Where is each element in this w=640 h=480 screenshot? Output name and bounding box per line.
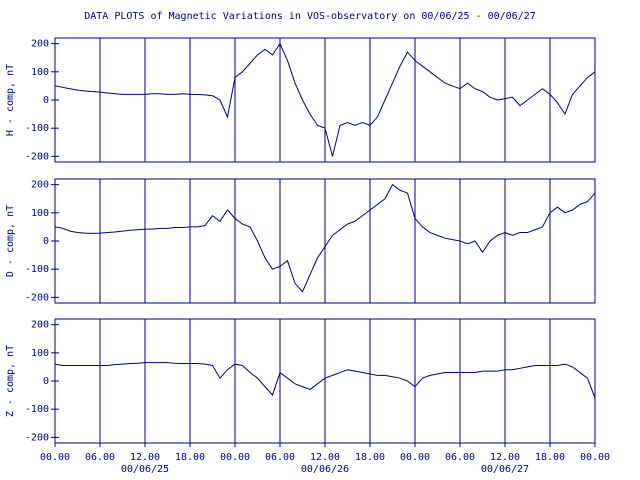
x-tick-label: 12.00	[490, 452, 520, 463]
y-tick-label: -100	[25, 264, 49, 275]
x-tick-label: 00.00	[40, 452, 70, 463]
y-axis-label: H - comp, nT	[5, 64, 16, 136]
x-tick-label: 06.00	[265, 452, 295, 463]
data-line	[54, 362, 596, 399]
date-label: 00/06/27	[481, 464, 529, 475]
x-tick-label: 12.00	[310, 452, 340, 463]
x-tick-label: 06.00	[85, 452, 115, 463]
data-line	[54, 42, 596, 157]
x-tick-label: 18.00	[535, 452, 565, 463]
y-tick-label: -200	[25, 292, 49, 303]
y-tick-label: 100	[31, 67, 49, 78]
y-tick-label: -200	[25, 432, 49, 443]
y-tick-label: -100	[25, 123, 49, 134]
data-line	[54, 183, 596, 293]
chart-title: DATA PLOTS of Magnetic Variations in VOS…	[84, 11, 536, 22]
y-tick-label: 0	[43, 95, 49, 106]
y-tick-label: -200	[25, 151, 49, 162]
y-axis-label: Z - comp, nT	[5, 345, 16, 417]
x-tick-label: 18.00	[355, 452, 385, 463]
y-tick-label: 200	[31, 39, 49, 50]
y-tick-label: 100	[31, 348, 49, 359]
date-label: 00/06/26	[301, 464, 349, 475]
y-tick-label: 200	[31, 320, 49, 331]
y-tick-label: 100	[31, 208, 49, 219]
x-tick-label: 18.00	[175, 452, 205, 463]
y-tick-label: -100	[25, 404, 49, 415]
x-tick-label: 00.00	[400, 452, 430, 463]
y-tick-label: 0	[43, 376, 49, 387]
x-tick-label: 00.00	[580, 452, 610, 463]
y-tick-label: 0	[43, 236, 49, 247]
x-tick-label: 00.00	[220, 452, 250, 463]
x-tick-label: 06.00	[445, 452, 475, 463]
x-tick-label: 12.00	[130, 452, 160, 463]
date-label: 00/06/25	[121, 464, 169, 475]
y-tick-label: 200	[31, 180, 49, 191]
y-axis-label: D - comp, nT	[5, 205, 16, 277]
